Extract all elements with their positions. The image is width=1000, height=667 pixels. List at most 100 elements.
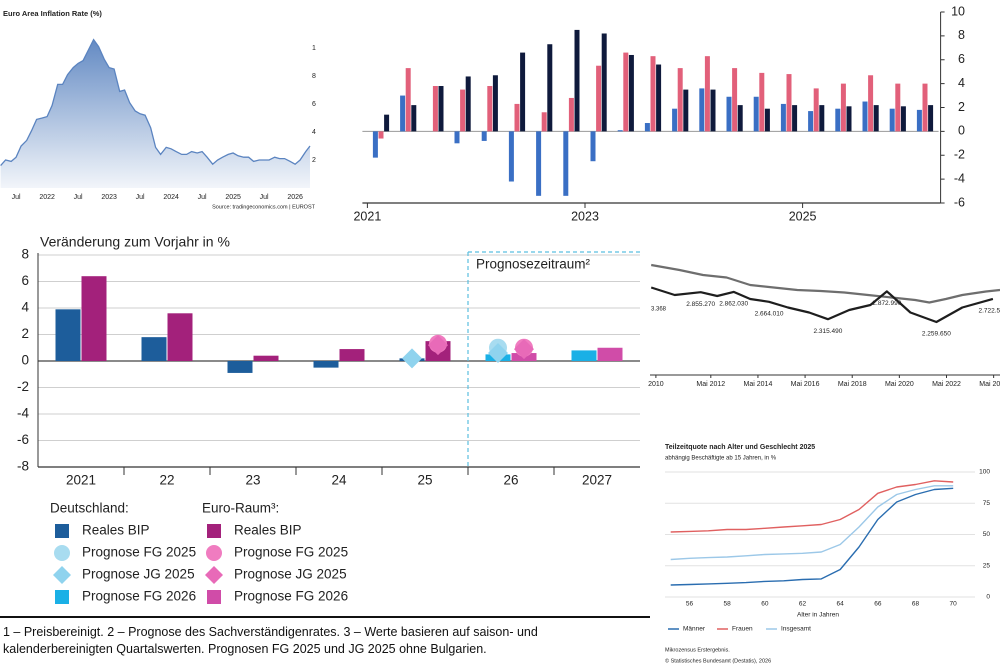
y-tick-label: 75 (983, 500, 991, 507)
bar (601, 33, 607, 132)
y-tick-label: 6 (958, 52, 965, 66)
bar (454, 131, 460, 144)
bar (400, 95, 406, 132)
bar (438, 86, 444, 132)
bar (597, 347, 623, 361)
y-tick-label: 100 (979, 469, 990, 476)
bar (895, 83, 901, 132)
line (670, 485, 954, 561)
y-tick-label: 4 (958, 76, 965, 90)
value-label: 2.855.270 (686, 301, 715, 308)
y-tick-label: 0 (21, 353, 29, 368)
bar (862, 101, 868, 132)
bar (835, 108, 841, 132)
y-tick-label: 8 (958, 28, 965, 42)
bar (514, 103, 520, 132)
area (0, 39, 310, 188)
footnote: 1 – Preisbereinigt. 2 – Prognose des Sac… (3, 625, 538, 656)
x-tick-label: 66 (874, 601, 882, 608)
y-tick-label: -6 (954, 195, 965, 209)
x-tick-label: Mai 2024 (979, 381, 1000, 388)
y-tick-label: 1 (312, 45, 316, 52)
bar (590, 131, 596, 162)
y-tick-label: 6 (21, 273, 29, 288)
x-tick-label: 2021 (353, 209, 381, 223)
marker-diamond (514, 339, 534, 360)
legend-label: Insgesamt (781, 626, 811, 633)
legend-swatch (207, 524, 221, 538)
bar (481, 131, 487, 141)
bar (253, 355, 279, 361)
bar (339, 349, 365, 361)
chart-subtitle: abhängig Beschäftigte ab 15 Jahren, in % (665, 456, 777, 462)
x-tick-label: Jul (74, 194, 83, 201)
legend-swatch (53, 566, 71, 584)
x-tick-label: 23 (245, 473, 260, 488)
bar (520, 52, 526, 132)
value-label: 2.664.010 (755, 311, 784, 318)
bar (405, 68, 411, 132)
bar (227, 361, 253, 373)
legend-swatch (55, 524, 69, 538)
line (0, 38, 311, 167)
legend-swatch (55, 590, 69, 604)
marker-diamond (428, 335, 448, 356)
y-tick-label: -2 (954, 148, 965, 162)
bar (492, 75, 498, 132)
value-label: 2.872.990 (872, 300, 901, 307)
bar (372, 131, 378, 158)
chart-title: Veränderung zum Vorjahr in % (40, 234, 230, 250)
source: Source: tradingeconomics.com | EUROST (212, 204, 316, 210)
y-tick-label: 0 (986, 594, 990, 601)
y-tick-label: 6 (312, 101, 316, 108)
bar (568, 97, 574, 132)
value-label: 2.722.550 (978, 308, 1000, 315)
x-tick-label: Mai 2016 (791, 381, 820, 388)
x-tick-label: 68 (912, 601, 920, 608)
x-tick-label: Mai 2012 (696, 381, 725, 388)
legend-label: Prognose FG 2026 (234, 589, 348, 604)
y-tick-label: -4 (954, 171, 965, 185)
x-tick-label: 56 (686, 601, 694, 608)
x-tick-label: 2024 (163, 194, 179, 201)
bar (650, 56, 656, 132)
bar (563, 131, 569, 196)
chart-title: Euro Area Inflation Rate (%) (3, 9, 102, 18)
y-tick-label: 0 (958, 124, 965, 138)
bar (536, 131, 542, 196)
y-tick-label: 4 (312, 129, 316, 136)
bar (547, 44, 553, 132)
chart-title: Teilzeitquote nach Alter und Geschlecht … (665, 444, 815, 451)
x-tick-label: 26 (503, 473, 518, 488)
x-tick-label: 2027 (582, 473, 612, 488)
value-label: 2.315.490 (813, 328, 842, 335)
bar (710, 89, 716, 132)
x-tick-label: Jul (198, 194, 207, 201)
x-tick-label: 22 (159, 473, 174, 488)
bar (313, 361, 339, 368)
legend-swatch (205, 566, 223, 584)
y-tick-label: 10 (951, 4, 965, 18)
bar (840, 83, 846, 132)
bar (571, 350, 597, 361)
line (650, 286, 994, 324)
bar (916, 109, 922, 132)
x-tick-label: 2023 (101, 194, 117, 201)
value-label: 2.259.650 (922, 331, 951, 338)
bar (384, 114, 390, 132)
forecast-label: Prognosezeitraum² (476, 257, 591, 272)
x-tick-label: Mai 2022 (932, 381, 961, 388)
bar (889, 108, 895, 132)
x-tick-label: Mai 2020 (885, 381, 914, 388)
bar (55, 309, 81, 361)
x-tick-label: Mai 2014 (744, 381, 773, 388)
marker-diamond (488, 343, 508, 364)
bar (677, 68, 683, 132)
bar (465, 76, 471, 132)
line (651, 263, 1000, 304)
bar (819, 105, 825, 132)
bar (699, 88, 705, 132)
bar (683, 89, 689, 132)
bar (737, 105, 743, 132)
